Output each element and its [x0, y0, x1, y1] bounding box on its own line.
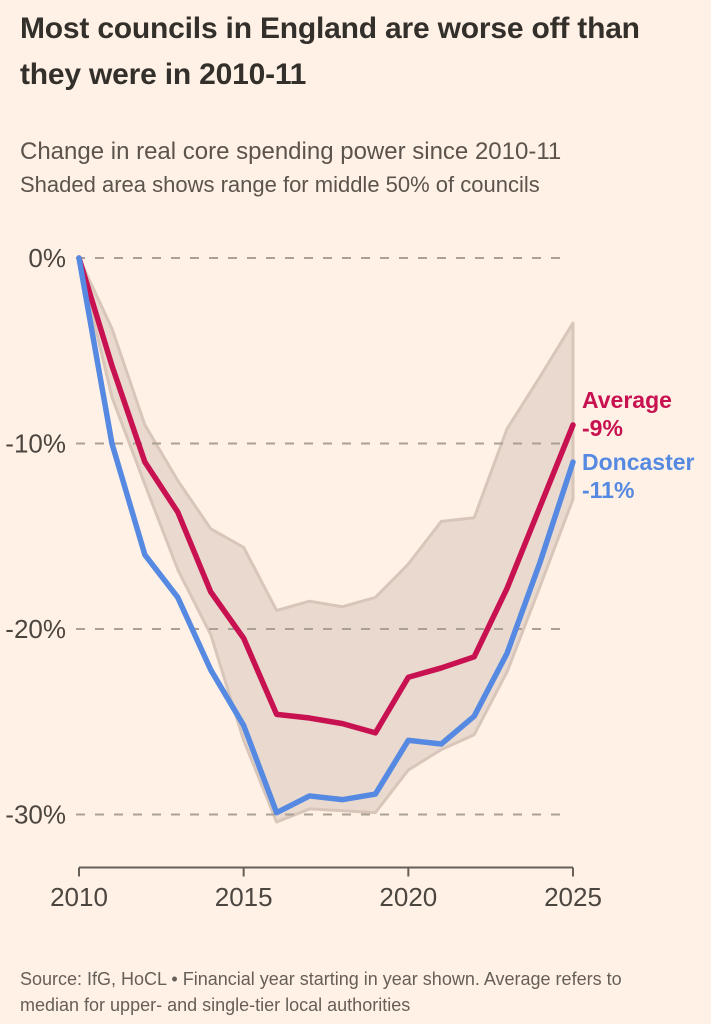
average-line: [76, 255, 576, 736]
chart-title-line1: Most councils in England are worse off t…: [20, 12, 640, 45]
x-axis-label-2015: 2015: [215, 882, 273, 912]
x-axis-label-2025: 2025: [544, 882, 602, 912]
middle-50-percent-band: [77, 256, 575, 824]
source-note: Source: IfG, HoCL • Financial year start…: [20, 966, 622, 1018]
chart-title: Most councils in England are worse off t…: [20, 6, 640, 98]
x-axis-label-2020: 2020: [379, 882, 437, 912]
source-line1: Source: IfG, HoCL • Financial year start…: [20, 969, 622, 989]
annotation-doncaster-name: Doncaster: [582, 449, 695, 475]
y-axis-label-0%: 0%: [28, 243, 66, 273]
chart-subtitle: Change in real core spending power since…: [20, 138, 562, 165]
source-line2: median for upper- and single-tier local …: [20, 995, 411, 1015]
y-axis-label--10%: -10%: [5, 429, 66, 459]
doncaster-line: [76, 255, 576, 816]
chart-title-line2: they were in 2010-11: [20, 58, 307, 91]
annotation-average-value: -9%: [582, 415, 623, 441]
y-axis-label--20%: -20%: [5, 614, 66, 644]
annotation-doncaster-value: -11%: [582, 477, 634, 503]
x-axis-label-2010: 2010: [50, 882, 108, 912]
chart-band-note: Shaded area shows range for middle 50% o…: [20, 172, 540, 197]
annotation-average-name: Average: [582, 387, 672, 413]
y-axis-label--30%: -30%: [5, 800, 66, 830]
